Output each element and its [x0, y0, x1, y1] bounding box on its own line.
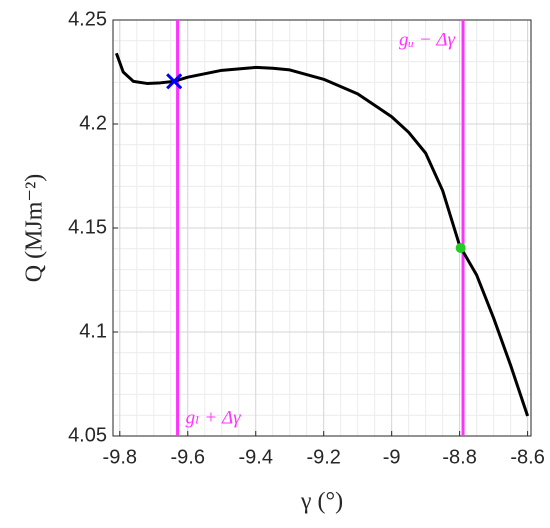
data-line: [114, 52, 530, 417]
reference-label: gᵤ − Δγ: [399, 29, 456, 50]
marker-dot: [455, 242, 466, 253]
y-tick-label: 4.2: [79, 112, 107, 134]
x-tick-label: -9: [383, 446, 401, 468]
y-tick-label: 4.15: [68, 216, 107, 238]
x-tick-label: -8.6: [510, 446, 544, 468]
x-tick-label: -9.8: [103, 446, 137, 468]
y-tick-label: 4.1: [79, 320, 107, 342]
plot-frame: [112, 19, 532, 437]
y-tick-label: 4.25: [68, 8, 107, 30]
marker-cross: [166, 73, 183, 90]
y-tick-label: 4.05: [68, 424, 107, 446]
x-tick-label: -8.8: [442, 446, 476, 468]
x-axis-label: γ (°): [300, 489, 343, 515]
x-tick-label: -9.6: [171, 446, 205, 468]
x-tick-label: -9.4: [238, 446, 272, 468]
y-axis-label: Q (MJm⁻²): [22, 174, 48, 283]
x-tick-label: -9.2: [306, 446, 340, 468]
reference-label: gₗ + Δγ: [186, 407, 242, 428]
